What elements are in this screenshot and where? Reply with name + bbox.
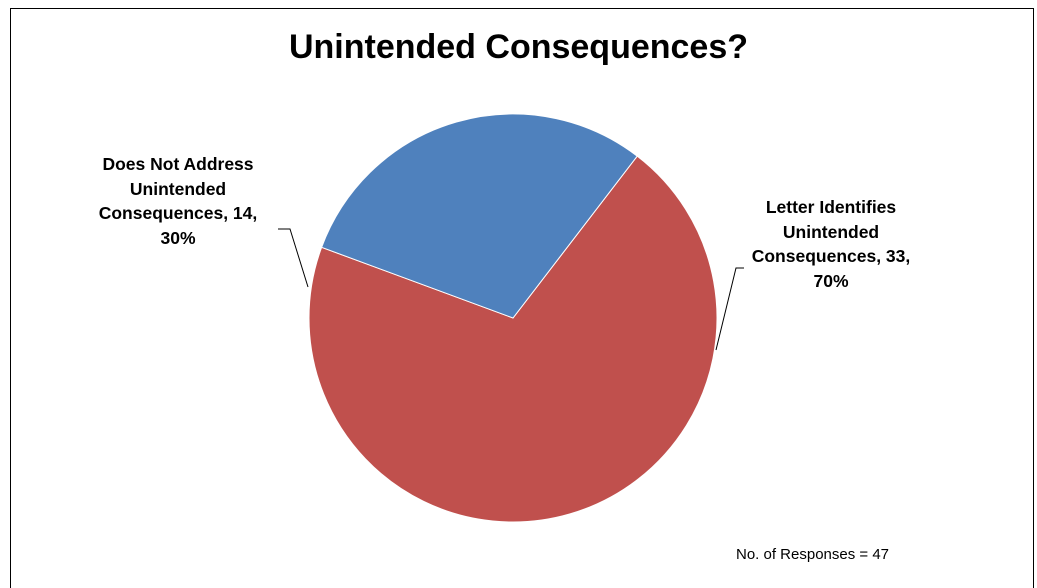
slice-label-line: Unintended	[129, 178, 227, 199]
slice-label-line: 30%	[160, 227, 196, 248]
chart-title: Unintended Consequences?	[288, 28, 749, 66]
leader-line-does-not-address	[278, 228, 309, 288]
slice-label-line: Consequences, 33,	[751, 246, 911, 266]
pie-slice-does-not-address	[320, 113, 638, 319]
slice-label-letter-identifies: Letter Identifies Unintended Consequence…	[726, 195, 936, 293]
leader-line-letter-identifies	[715, 267, 744, 351]
slice-label-line: Consequences, 14,	[98, 203, 258, 223]
slice-label-line: Unintended	[782, 221, 880, 242]
slice-label-does-not-address: Does Not Address Unintended Consequences…	[78, 152, 278, 250]
slice-label-line: Does Not Address	[102, 154, 254, 174]
pie-slice-letter-identifies	[308, 155, 718, 523]
slice-label-line: Letter Identifies	[765, 197, 897, 217]
responses-note: No. of Responses = 47	[736, 546, 890, 563]
slice-label-line: 70%	[813, 270, 849, 291]
chart-frame	[10, 8, 1034, 588]
